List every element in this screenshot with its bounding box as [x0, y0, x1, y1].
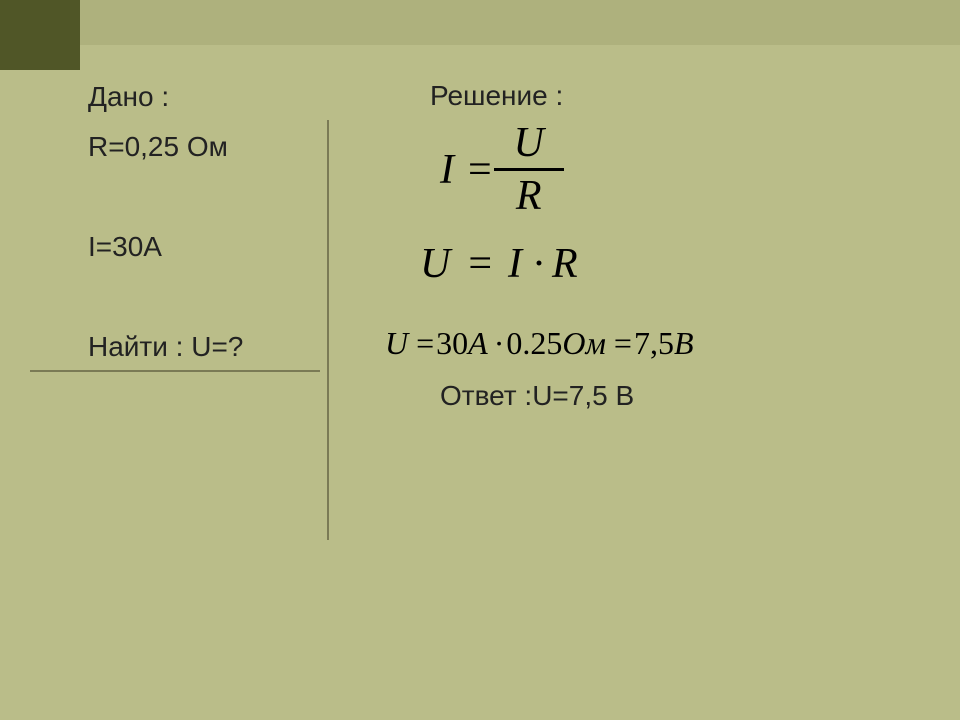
r-symbol: R: [546, 240, 578, 288]
equals-sign: =: [468, 240, 498, 288]
equals-sign: =: [614, 325, 634, 362]
top-bar: [0, 0, 960, 45]
u-symbol: U: [385, 325, 416, 362]
fraction-denominator: R: [494, 173, 564, 219]
formula-ohm: I = U R: [440, 120, 564, 219]
equals-sign: =: [416, 325, 436, 362]
horizontal-separator: [30, 370, 320, 372]
given-heading: Дано :: [88, 80, 328, 114]
content-area: Дано : R=0,25 Ом I=30А Найти : U=? Решен…: [0, 70, 960, 710]
fraction-u-over-r: U R: [494, 120, 564, 219]
vertical-separator: [327, 120, 329, 540]
given-line-r: R=0,25 Ом: [88, 130, 328, 164]
fraction-numerator: U: [494, 120, 564, 166]
unit-ohm: Ом: [562, 325, 614, 362]
given-line-i: I=30А: [88, 230, 328, 264]
value-025: 0.25: [506, 325, 562, 362]
dot-operator: ·: [532, 240, 546, 288]
given-find: Найти : U=?: [88, 330, 328, 364]
formula-substitution: U = 30 А · 0.25 Ом = 7,5 В: [385, 325, 693, 362]
formula-ohm-lhs: I: [440, 146, 468, 194]
fraction-bar: [494, 168, 564, 171]
dot-operator: ·: [492, 325, 507, 362]
value-30: 30: [436, 325, 468, 362]
unit-amp: А: [468, 325, 492, 362]
unit-volt: В: [674, 325, 694, 362]
equals-sign: =: [468, 146, 494, 194]
slide: Дано : R=0,25 Ом I=30А Найти : U=? Решен…: [0, 0, 960, 720]
solution-heading: Решение :: [430, 80, 563, 112]
i-symbol: I: [498, 240, 532, 288]
formula-u-eq-ir: U = I · R: [420, 240, 578, 288]
value-75: 7,5: [634, 325, 674, 362]
corner-block: [0, 0, 80, 70]
answer-line: Ответ :U=7,5 В: [440, 380, 634, 412]
u-symbol: U: [420, 240, 468, 288]
